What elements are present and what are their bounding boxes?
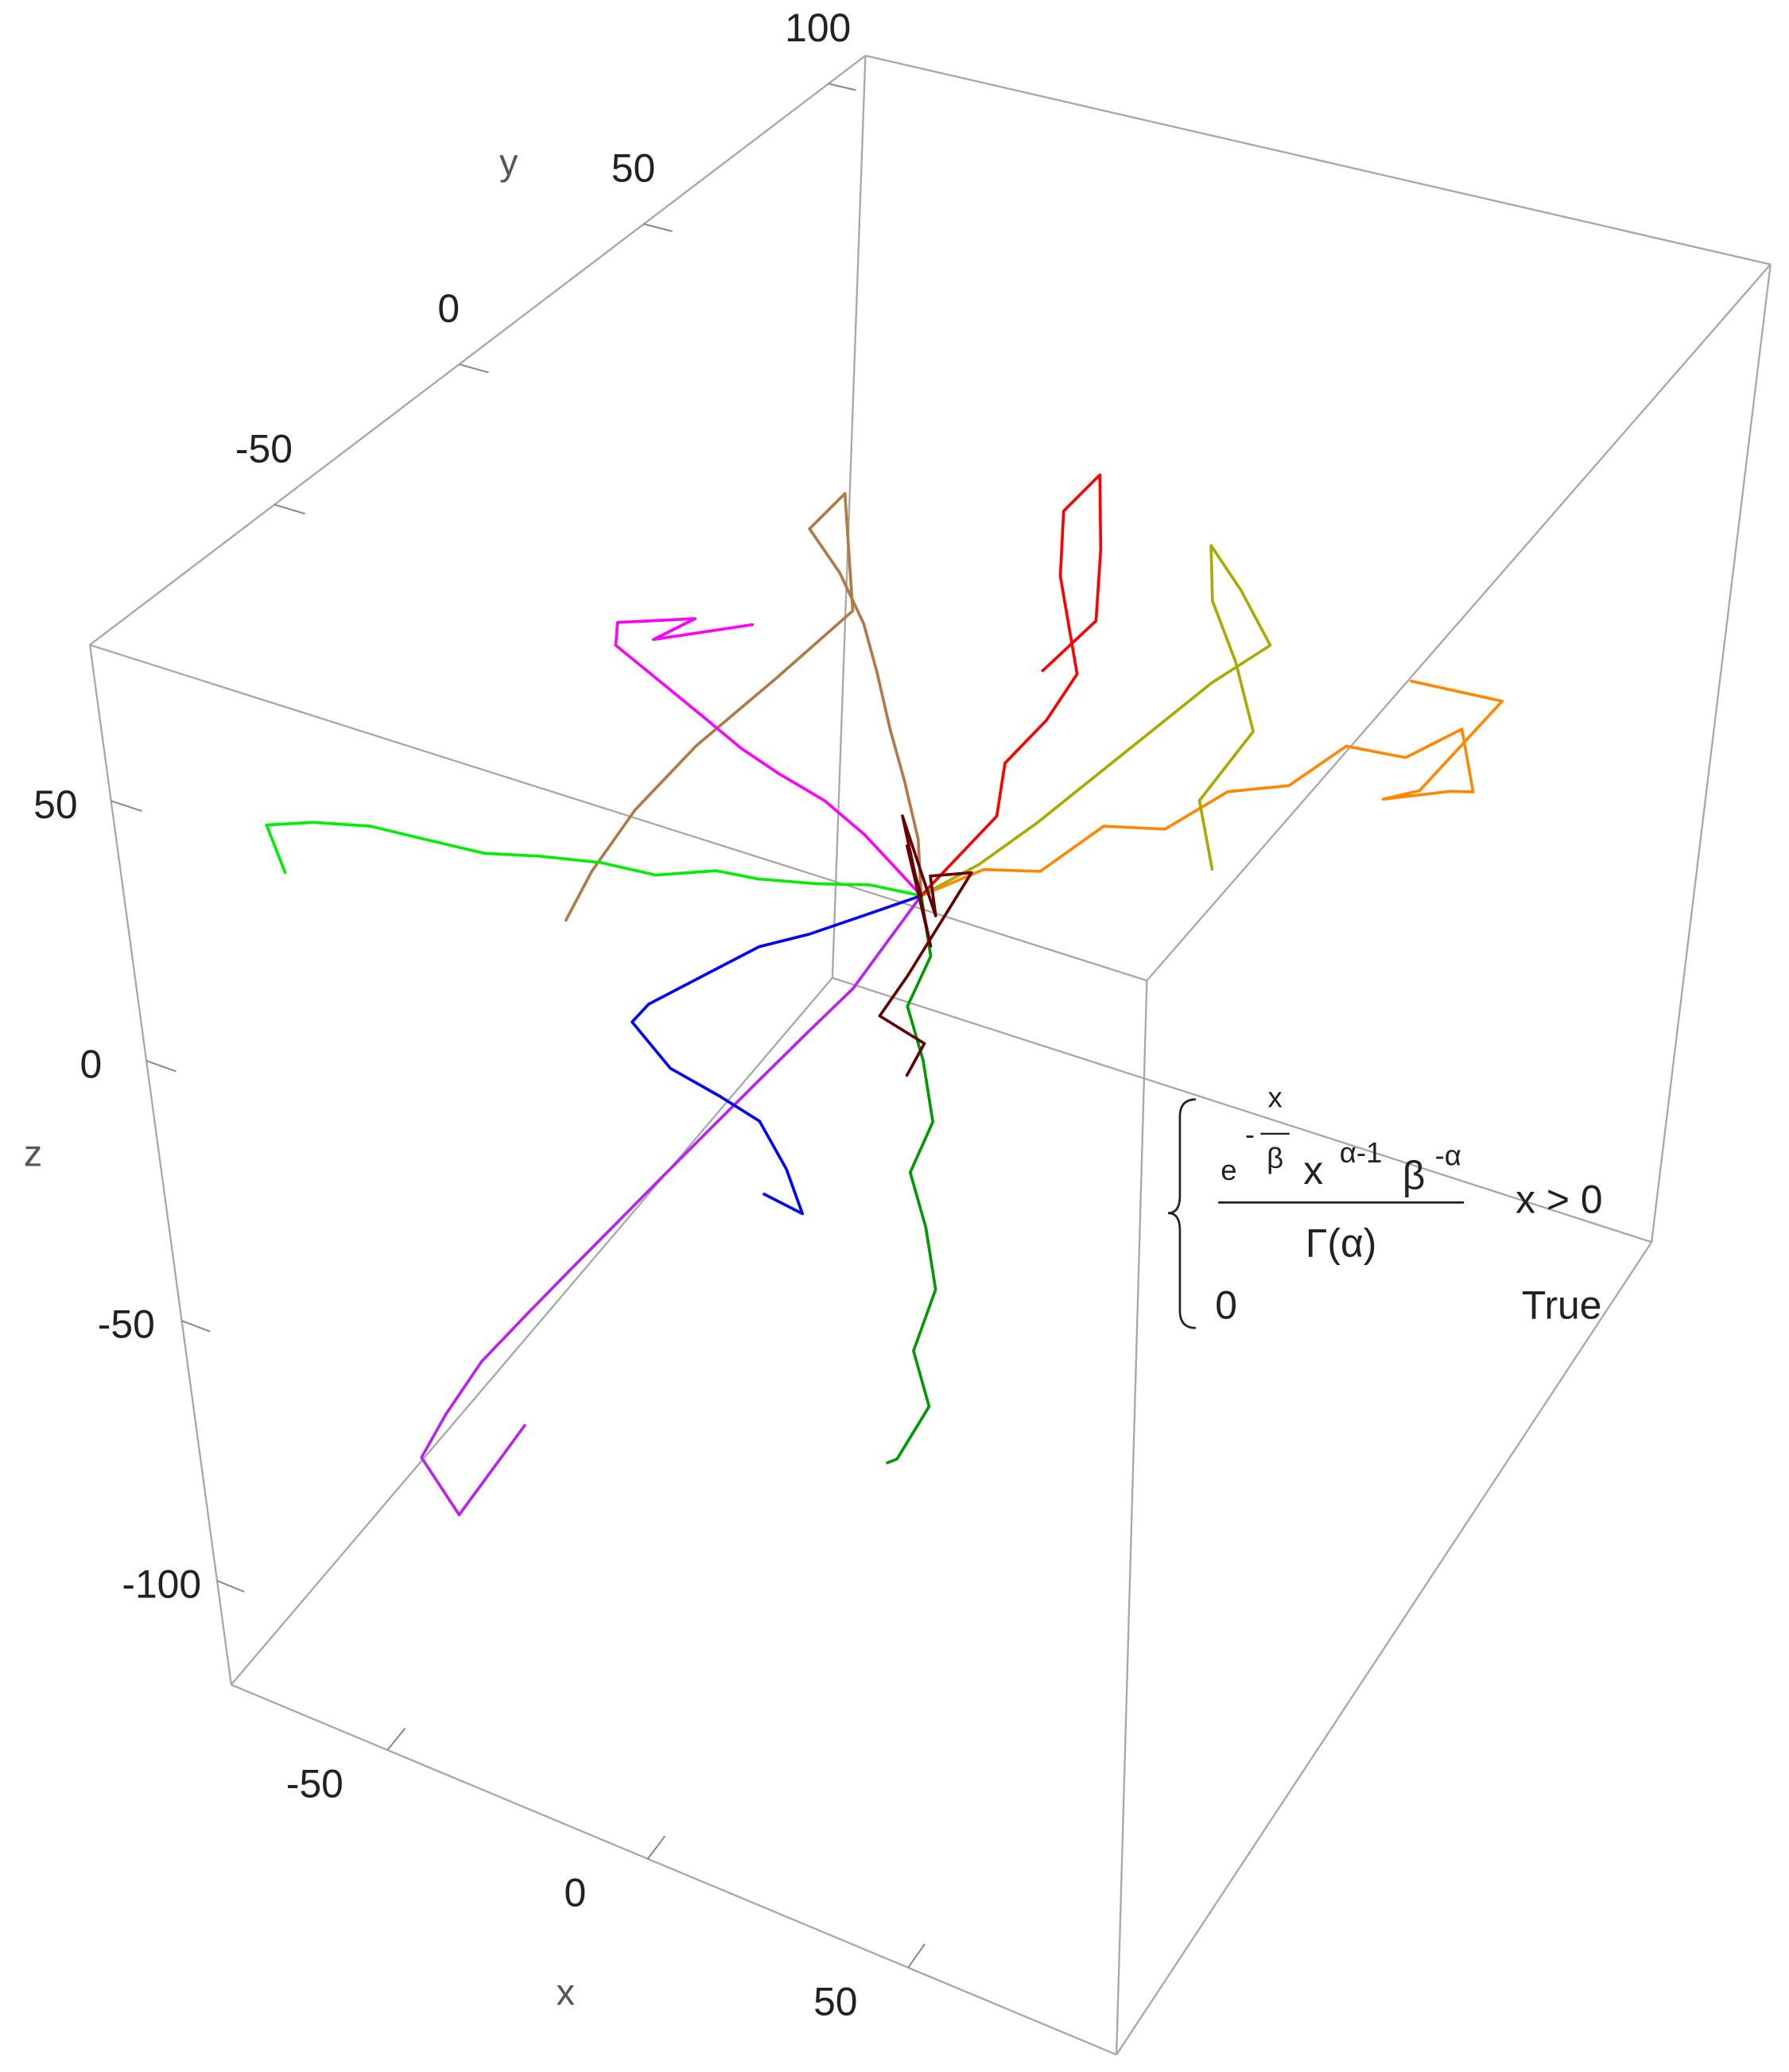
y-tick: [274, 503, 306, 515]
ticks: -50 0 50 -50 0 50 100 -100 -50 0 50: [33, 6, 926, 2023]
z-tick-label: -50: [98, 1302, 155, 1347]
box-edge: [1116, 980, 1148, 2055]
box-edge: [1651, 264, 1772, 1243]
bounding-box: [88, 54, 1772, 2056]
x-base: x: [1303, 1148, 1323, 1193]
z-axis-label: z: [24, 1132, 42, 1174]
y-tick: [643, 223, 673, 232]
formula: - x β e x α-1 β -α Γ(α) x > 0 0 True: [1167, 1081, 1603, 1329]
y-tick: [828, 83, 856, 91]
beta-power: -α: [1435, 1139, 1461, 1172]
condition2: True: [1522, 1282, 1602, 1327]
z-tick-label: -100: [122, 1562, 201, 1607]
x-power: α-1: [1340, 1136, 1383, 1169]
walk-line: [919, 473, 1103, 898]
z-tick: [146, 1060, 177, 1073]
box-edge: [832, 976, 1652, 1244]
walk-line: [919, 544, 1272, 898]
box-edge: [865, 54, 1771, 266]
condition1: x > 0: [1515, 1178, 1602, 1222]
x-tick-label: 50: [813, 1979, 857, 2023]
y-tick-label: 50: [611, 146, 655, 190]
y-tick-label: -50: [235, 426, 293, 471]
exp-den: β: [1267, 1142, 1283, 1174]
e: e: [1220, 1154, 1236, 1186]
x-tick: [386, 1728, 406, 1751]
box-edge: [230, 977, 833, 1686]
walk-line: [420, 894, 923, 1517]
box-edge: [231, 1683, 1117, 2056]
case2: 0: [1215, 1282, 1237, 1327]
x-axis-label: x: [557, 1972, 575, 2013]
walk-line: [919, 679, 1504, 898]
y-tick-label: 0: [437, 286, 460, 331]
z-tick: [181, 1320, 211, 1333]
x-tick: [646, 1835, 666, 1860]
box-edge: [1116, 1241, 1653, 2055]
beta-base: β: [1403, 1154, 1426, 1198]
exp-num: x: [1267, 1081, 1282, 1113]
y-tick: [459, 363, 489, 374]
walks: [265, 473, 1504, 1517]
walk-line: [265, 821, 923, 898]
exp-sign: -: [1245, 1118, 1255, 1150]
brace: [1167, 1098, 1196, 1329]
x-tick-label: 0: [564, 1871, 586, 1915]
z-tick-label: 50: [33, 782, 77, 827]
walk-line: [878, 814, 973, 1077]
y-tick-label: 100: [785, 6, 851, 50]
denominator: Γ(α): [1306, 1220, 1376, 1265]
z-tick: [111, 800, 142, 813]
walk-line: [886, 894, 937, 1465]
x-tick: [907, 1943, 926, 1969]
box-edge: [831, 55, 867, 978]
box-edge: [1146, 263, 1772, 981]
y-axis-label: y: [499, 142, 518, 183]
z-tick-label: 0: [80, 1042, 102, 1087]
walk-line: [614, 617, 923, 898]
walk-line: [631, 894, 923, 1216]
box-edge: [89, 644, 1147, 982]
z-tick: [216, 1580, 245, 1593]
box-edge: [88, 644, 232, 1686]
box-edge: [89, 55, 867, 646]
walk-line: [564, 491, 923, 922]
x-tick-label: -50: [286, 1762, 343, 1806]
